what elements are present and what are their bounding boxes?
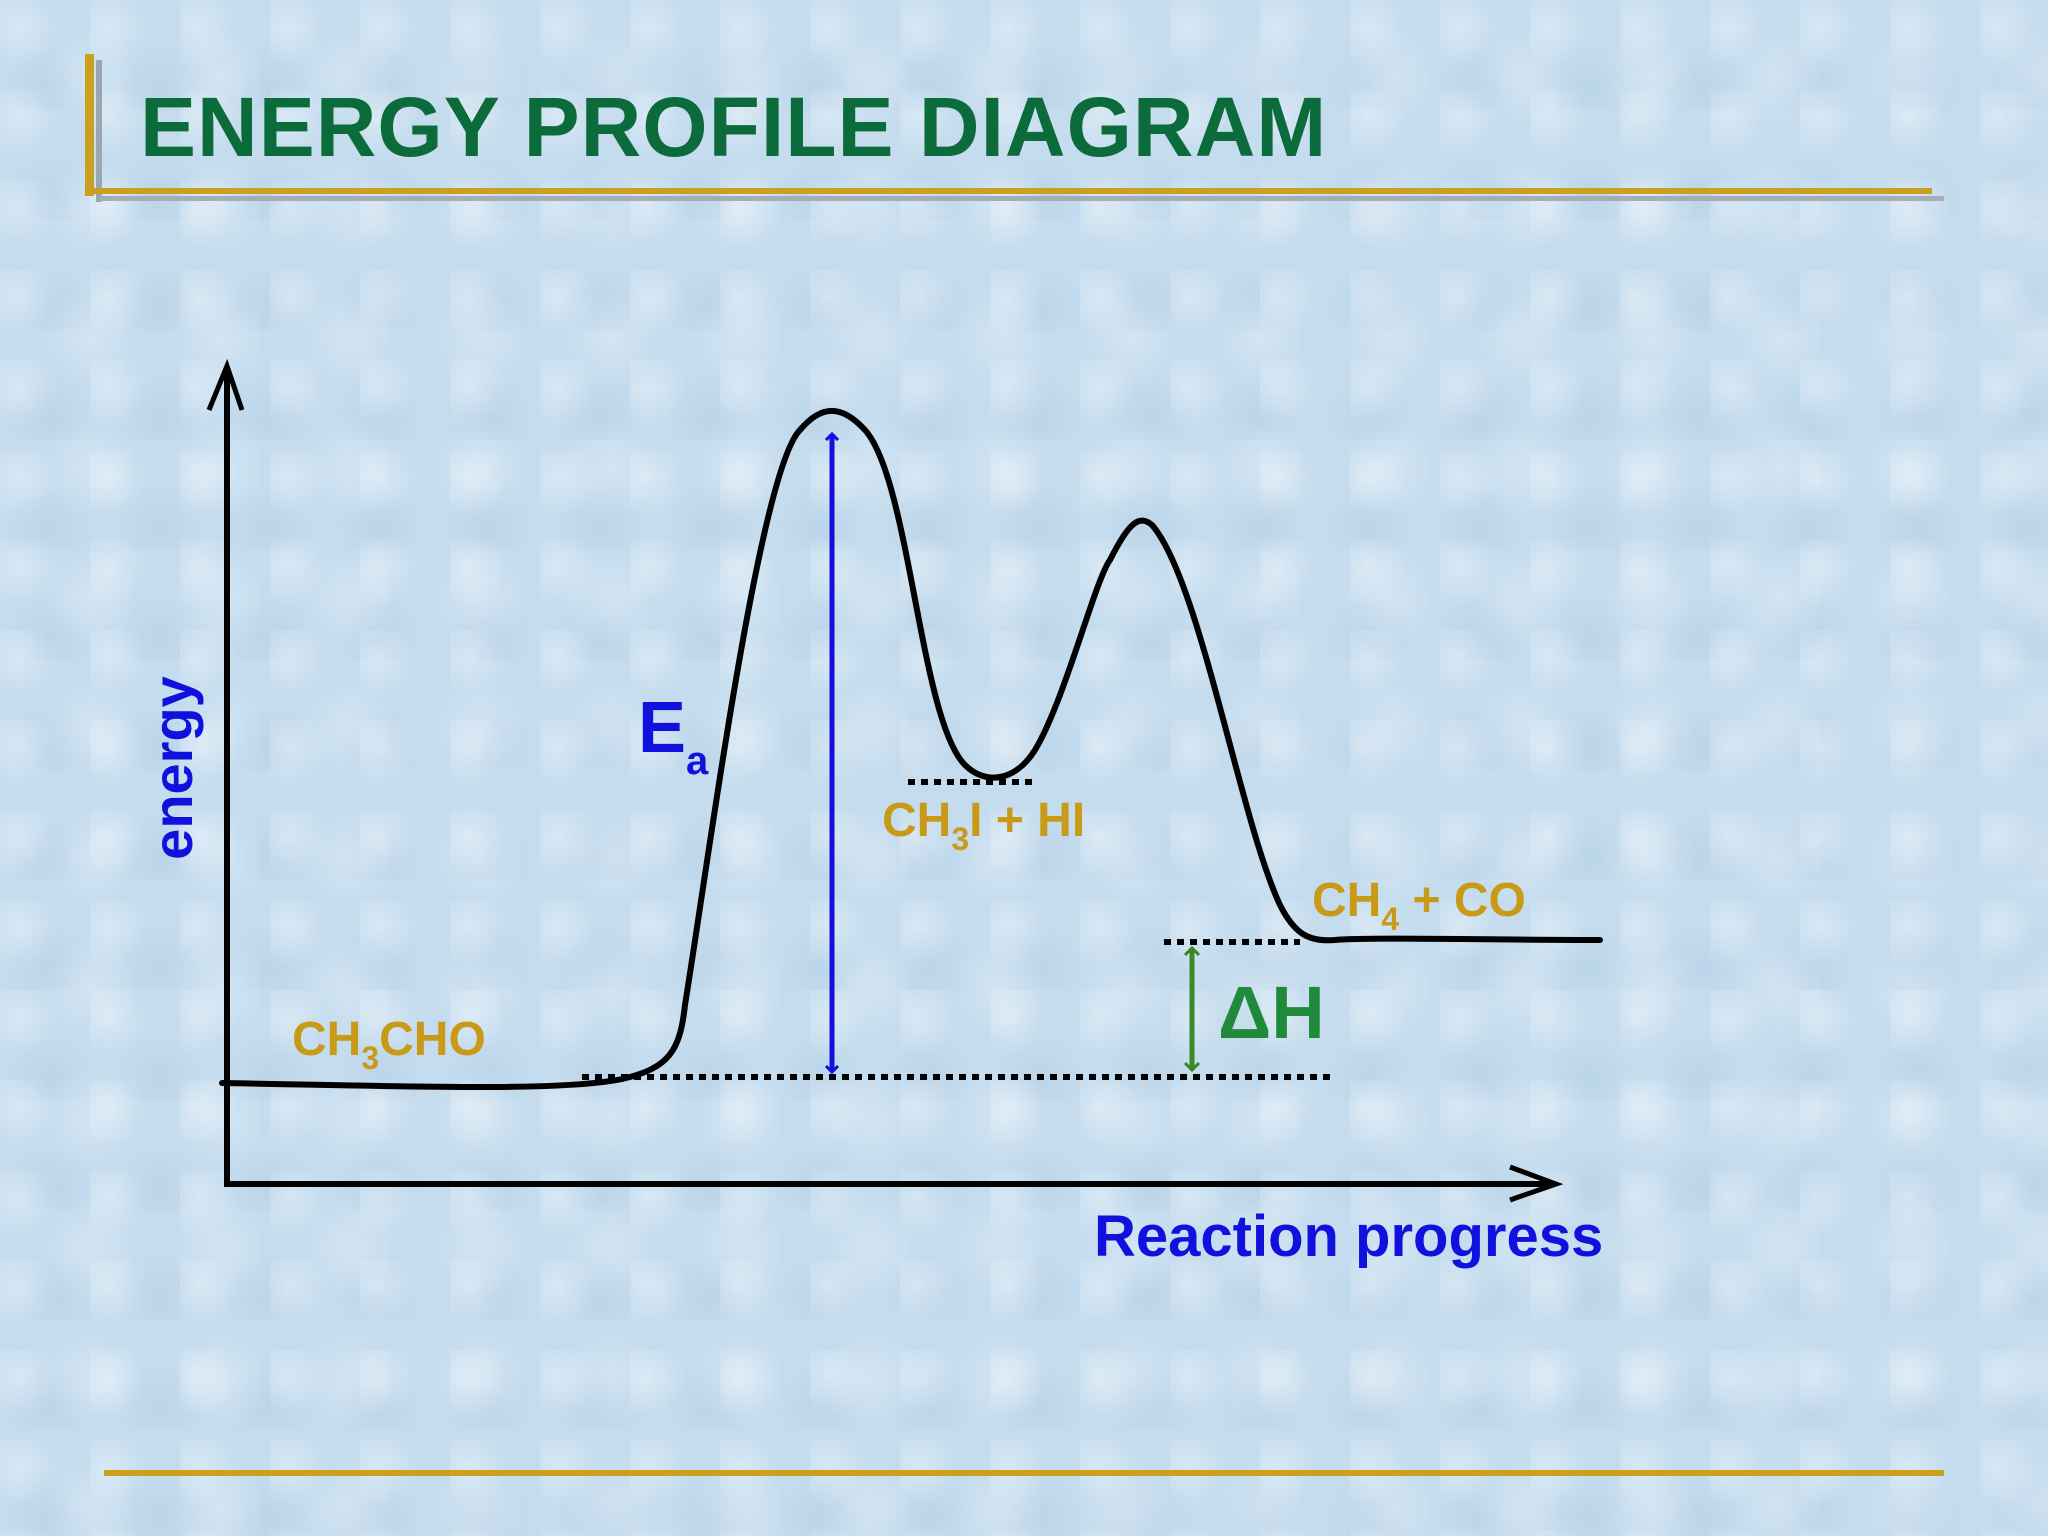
reactant-label: CH3CHO — [292, 1013, 486, 1076]
products-label: CH4 + CO — [1312, 874, 1526, 937]
title-accent-bar — [85, 54, 94, 196]
title-underline — [88, 188, 1932, 194]
energy-curve — [219, 407, 1603, 1091]
enthalpy-change-label: ΔH — [1218, 971, 1325, 1054]
footer-rule — [104, 1470, 1944, 1476]
title-underline-shadow — [100, 196, 1944, 201]
page-title: ENERGY PROFILE DIAGRAM — [140, 80, 1328, 174]
title-accent-shadow — [96, 60, 102, 202]
intermediate-label: CH3I + HI — [882, 794, 1085, 857]
y-axis-label: energy — [141, 676, 204, 860]
x-axis — [224, 1164, 1564, 1203]
y-axis — [206, 358, 245, 1186]
x-axis-label: Reaction progress — [1094, 1204, 1603, 1269]
activation-energy-label: Ea — [638, 688, 709, 783]
